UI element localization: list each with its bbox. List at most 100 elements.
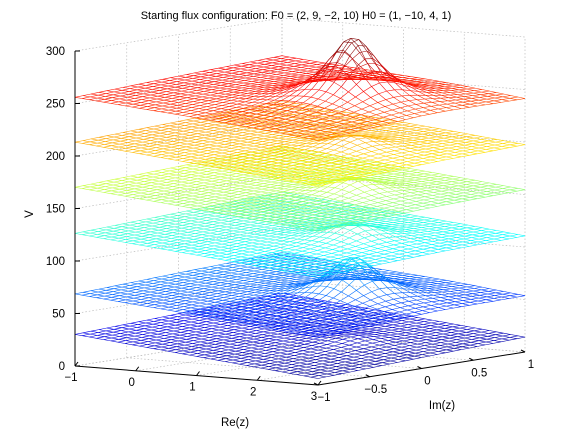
mesh-line (440, 340, 449, 343)
mesh-line (202, 291, 211, 293)
mesh-line (337, 256, 347, 259)
mesh-line (98, 291, 106, 294)
mesh-line (373, 335, 382, 337)
mesh-line (328, 266, 336, 269)
mesh-line (415, 351, 424, 354)
mesh-line (320, 325, 329, 329)
mesh-line (329, 360, 339, 363)
mesh-line (429, 328, 437, 331)
mesh-line (214, 345, 223, 348)
mesh-line (248, 317, 256, 320)
mesh-line (415, 325, 423, 328)
mesh-line (424, 278, 432, 281)
mesh-line (189, 226, 197, 229)
mesh-line (359, 332, 368, 335)
mesh-line (480, 292, 488, 295)
mesh-line (284, 287, 293, 289)
mesh-line (398, 359, 406, 362)
mesh-line (199, 318, 208, 321)
mesh-line (243, 280, 251, 282)
mesh-line (357, 262, 366, 273)
mesh-line (265, 348, 274, 351)
mesh-line (376, 353, 386, 356)
mesh-line (182, 349, 192, 352)
mesh-line (198, 350, 206, 353)
mesh-line (172, 332, 181, 335)
mesh-line (458, 289, 467, 291)
mesh-line (401, 219, 410, 222)
mesh-line (304, 236, 313, 241)
mesh-line (230, 340, 238, 343)
mesh-line (463, 237, 472, 240)
mesh-line (210, 255, 219, 258)
mesh-line (390, 331, 399, 333)
mesh-line (411, 338, 420, 340)
mesh-line (247, 333, 256, 336)
mesh-line (223, 295, 232, 298)
mesh-line (256, 256, 264, 258)
mesh-line (412, 336, 420, 339)
mesh-line (208, 236, 217, 240)
mesh-line (377, 327, 385, 330)
mesh-line (323, 203, 332, 206)
mesh-line (129, 328, 137, 331)
mesh-line (334, 370, 343, 373)
mesh-line (294, 224, 303, 227)
mesh-line (228, 320, 237, 323)
mesh-line (245, 296, 254, 299)
mesh-line (310, 241, 320, 246)
mesh-line (437, 352, 446, 355)
mesh-line (98, 329, 107, 332)
mesh-line (174, 225, 183, 228)
mesh-line (393, 279, 401, 282)
mesh-line (254, 232, 263, 235)
mesh-line (440, 342, 448, 345)
mesh-line (213, 246, 222, 250)
mesh-line (387, 341, 396, 344)
mesh-line (425, 238, 434, 240)
mesh-line (175, 350, 184, 353)
mesh-line (112, 334, 120, 337)
mesh-line (124, 242, 133, 244)
mesh-line (153, 307, 161, 310)
mesh-line (401, 296, 410, 298)
mesh-line (210, 332, 219, 335)
mesh-line (471, 339, 479, 341)
mesh-line (485, 238, 495, 241)
mesh-line (301, 252, 310, 255)
mesh-line (139, 304, 147, 307)
mesh-line (386, 277, 394, 279)
mesh-line (413, 314, 422, 317)
mesh-line (400, 302, 409, 307)
mesh-line (231, 234, 240, 237)
mesh-line (163, 341, 171, 343)
mesh-line (308, 311, 317, 315)
mesh-line (283, 265, 292, 268)
mesh-line (207, 239, 216, 242)
mesh-line (431, 346, 440, 349)
mesh-line (265, 245, 274, 249)
grid-line (281, 332, 526, 353)
mesh-line (242, 350, 251, 353)
mesh-line (302, 307, 310, 310)
mesh-line (304, 239, 312, 241)
mesh-line (348, 290, 357, 297)
mesh-line (431, 242, 440, 245)
mesh-line (268, 338, 277, 341)
mesh-line (132, 241, 141, 244)
mesh-line (160, 284, 168, 287)
mesh-line (210, 264, 219, 267)
mesh-line (342, 274, 351, 277)
mesh-line (290, 264, 300, 267)
mesh-line (495, 231, 504, 234)
mesh-line (295, 279, 304, 282)
mesh-line (105, 232, 113, 235)
mesh-line (233, 230, 241, 233)
mesh-line (342, 340, 351, 344)
mesh-line (199, 344, 207, 347)
mesh-line (182, 307, 192, 310)
mesh-line (221, 279, 229, 282)
mesh-line (220, 349, 229, 352)
mesh-line (90, 293, 98, 296)
mesh-line (425, 295, 433, 299)
